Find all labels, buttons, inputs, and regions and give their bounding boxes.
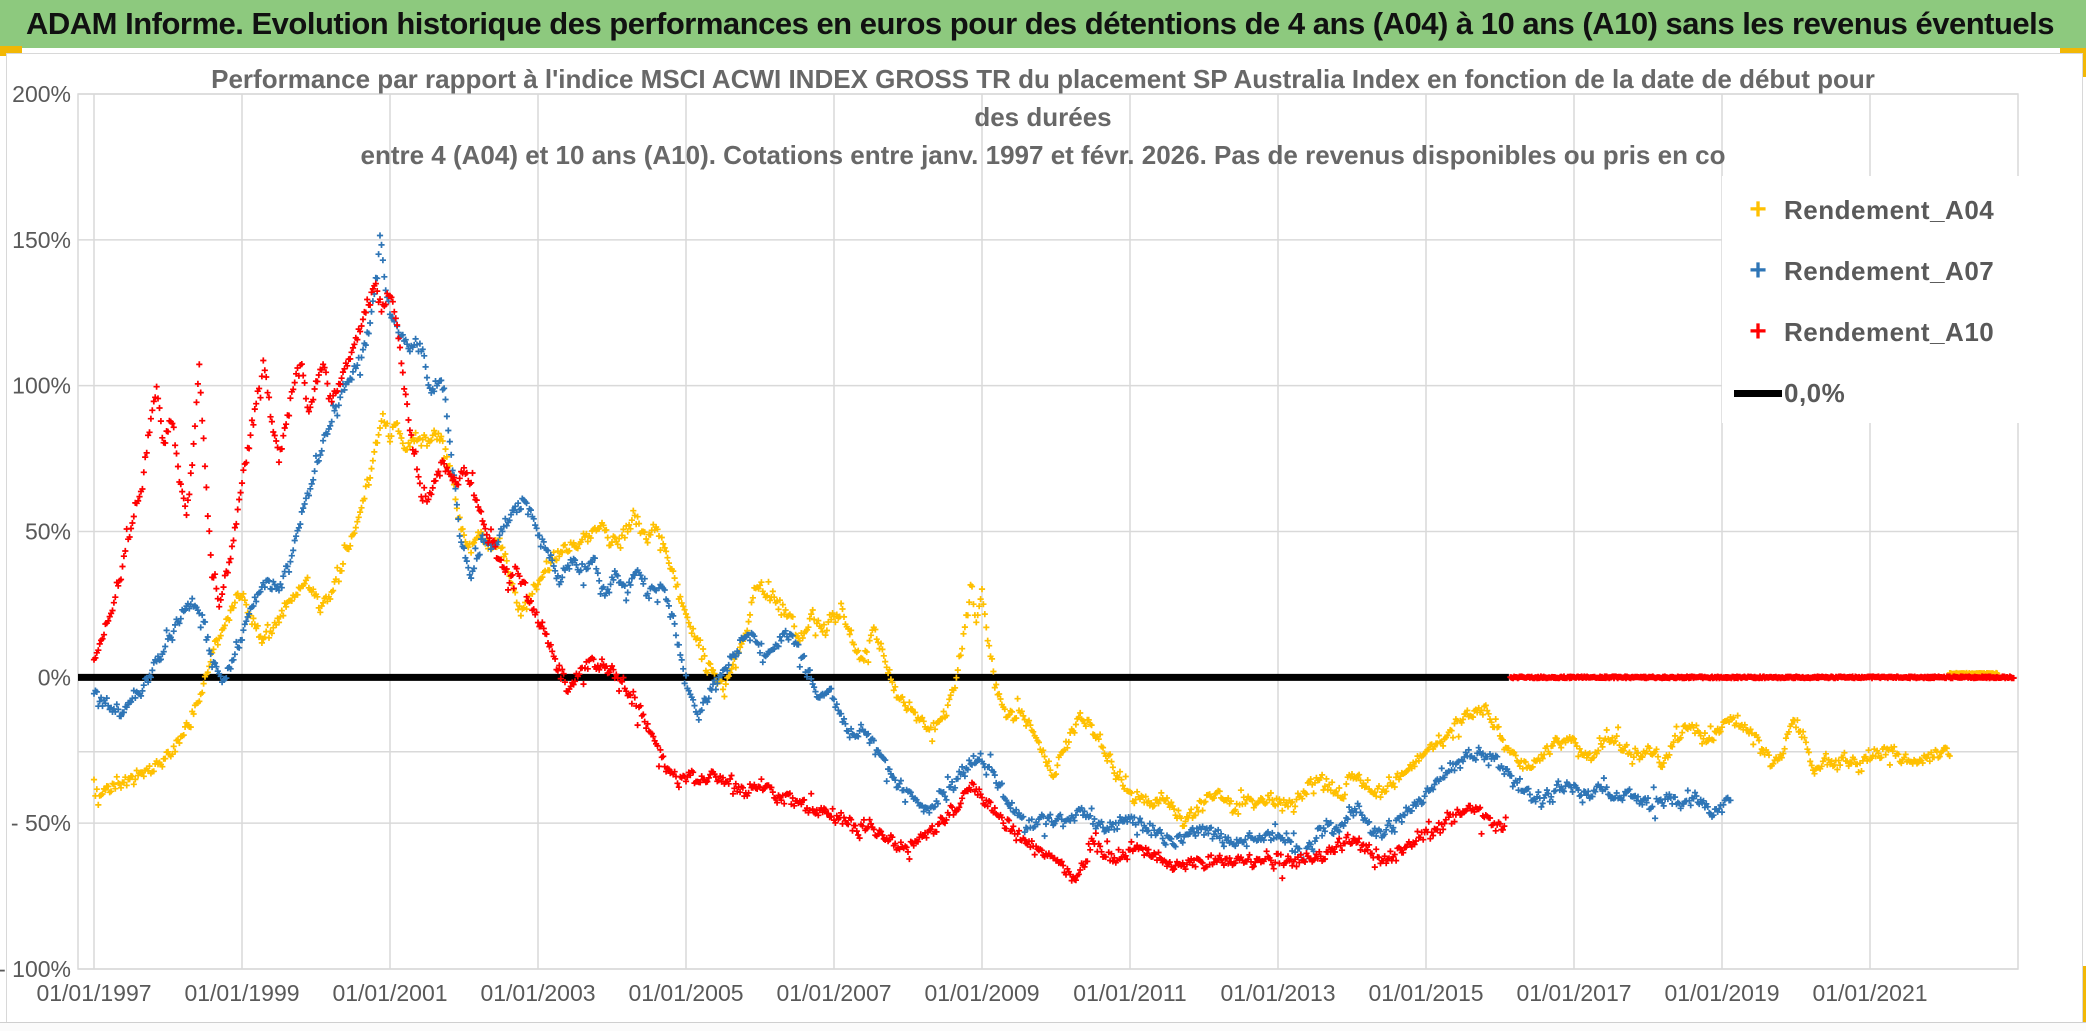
x-axis-tick-label: 01/01/2007 (776, 980, 891, 1006)
legend-item-a07[interactable]: + Rendement_A07 (1732, 251, 2024, 291)
y-axis-tick-label: - 50% (11, 810, 71, 836)
x-axis-tick-label: 01/01/2005 (628, 980, 743, 1006)
series-zero-tail-rendement_a10 (1507, 673, 2017, 682)
y-axis-tick-label: 0% (38, 664, 71, 690)
series-points-rendement_a07 (90, 232, 1734, 865)
legend-label: Rendement_A07 (1784, 255, 1995, 286)
x-axis-tick-label: 01/01/2011 (1073, 980, 1186, 1006)
y-axis-tick-label: 100% (12, 373, 71, 399)
window-title: ADAM Informe. Evolution historique des p… (26, 6, 2055, 41)
yellow-accent-left (0, 46, 22, 56)
chart-title-line2: entre 4 (A04) et 10 ans (A10). Cotations… (360, 140, 1726, 170)
x-axis-tick-label: 01/01/2017 (1516, 980, 1631, 1006)
chart-title: Performance par rapport à l'indice MSCI … (193, 60, 1893, 174)
chart-title-line1: Performance par rapport à l'indice MSCI … (211, 64, 1875, 132)
sheet-bottom-divider (0, 1022, 2086, 1031)
x-axis-tick-label: 01/01/1999 (184, 980, 299, 1006)
window-title-bar: ADAM Informe. Evolution historique des p… (0, 0, 2086, 48)
x-axis-tick-label: 01/01/2013 (1220, 980, 1335, 1006)
y-axis-tick-label: 150% (12, 227, 71, 253)
legend-label: Rendement_A10 (1784, 316, 1995, 347)
x-axis-tick-label: 01/01/2019 (1664, 980, 1779, 1006)
x-axis-tick-label: 01/01/2003 (480, 980, 595, 1006)
legend-label: Rendement_A04 (1784, 194, 1995, 225)
plus-marker-icon: + (1749, 193, 1767, 226)
y-axis-tick-label: - 100% (0, 956, 71, 982)
series-points-rendement_a04 (90, 410, 1953, 830)
x-axis-tick-label: 01/01/2009 (924, 980, 1039, 1006)
plus-marker-icon: + (1749, 254, 1767, 287)
x-axis-tick-label: 01/01/1997 (36, 980, 151, 1006)
legend-item-a04[interactable]: + Rendement_A04 (1732, 190, 2024, 230)
x-axis-tick-label: 01/01/2021 (1812, 980, 1927, 1006)
x-axis-tick-label: 01/01/2015 (1368, 980, 1483, 1006)
y-axis-tick-label: 200% (12, 81, 71, 107)
legend-item-a10[interactable]: + Rendement_A10 (1732, 312, 2024, 352)
plus-marker-icon: + (1749, 315, 1767, 348)
chart-legend[interactable]: + Rendement_A04 + Rendement_A07 + Rendem… (1722, 176, 2024, 423)
series-points-rendement_a10 (90, 280, 1509, 884)
legend-label: 0,0% (1784, 377, 1846, 408)
y-axis-tick-label: 50% (25, 519, 71, 545)
x-axis-tick-label: 01/01/2001 (332, 980, 447, 1006)
zero-line-icon (1734, 389, 1782, 397)
legend-item-zero-line[interactable]: 0,0% (1732, 373, 2024, 413)
